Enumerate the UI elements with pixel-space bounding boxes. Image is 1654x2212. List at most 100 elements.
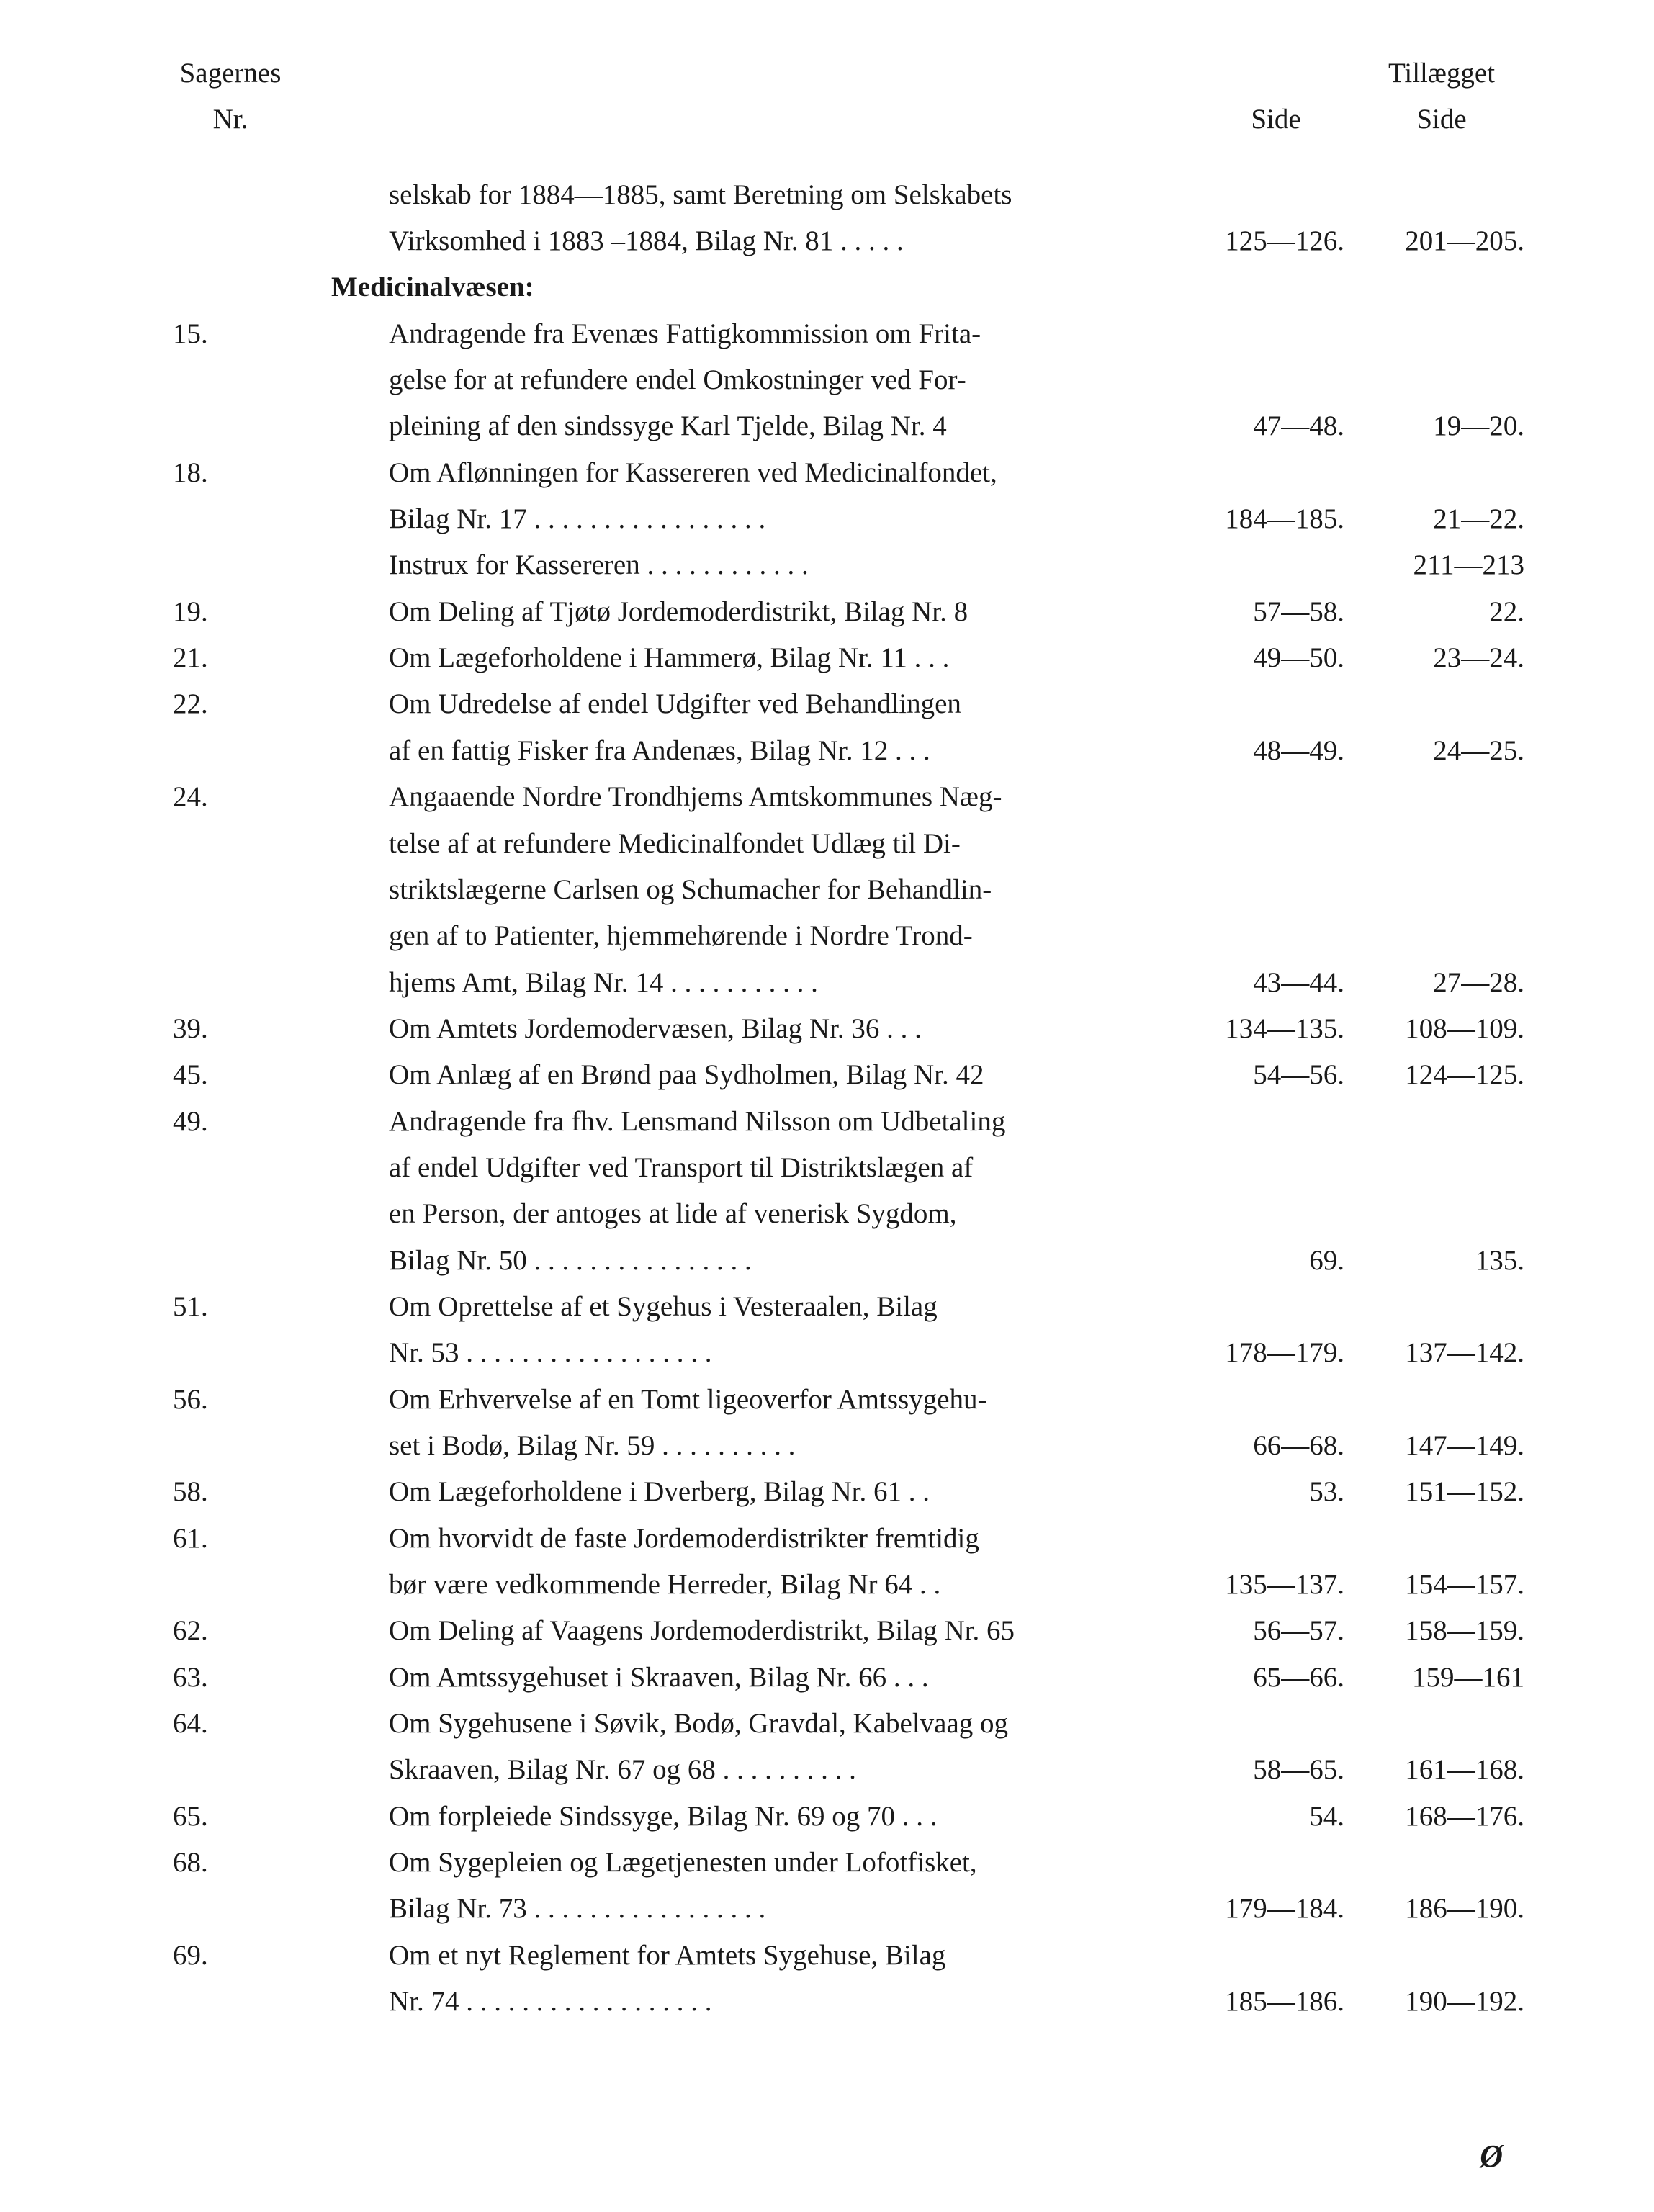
entry-description: Om forpleiede Sindssyge, Bilag Nr. 69 og… — [331, 1794, 1193, 1840]
entry-side — [1193, 357, 1359, 403]
entry-side — [1193, 1840, 1359, 1886]
entry-side: 184—185. — [1193, 496, 1359, 542]
entry-text: hjems Amt, Bilag Nr. 14 — [389, 967, 663, 998]
leader-dots: . . . . . . . . . . . — [663, 967, 818, 998]
entry-description: set i Bodø, Bilag Nr. 59 . . . . . . . .… — [331, 1423, 1193, 1469]
entry-side — [1193, 542, 1359, 588]
entry-text: Om Lægeforholdene i Hammerø, Bilag Nr. 1… — [389, 642, 907, 673]
entry-number — [130, 357, 331, 403]
entry-number — [130, 1330, 331, 1376]
entry-row: Skraaven, Bilag Nr. 67 og 68 . . . . . .… — [130, 1747, 1524, 1793]
entry-number: 65. — [130, 1794, 331, 1840]
entry-side — [1193, 867, 1359, 913]
entry-text: telse af at refundere Medicinalfondet Ud… — [389, 828, 961, 859]
entry-side: 54. — [1193, 1794, 1359, 1840]
entry-side: 179—184. — [1193, 1886, 1359, 1932]
entry-text: gelse for at refundere endel Omkostninge… — [389, 364, 966, 395]
leader-dots: . . . . . — [833, 225, 904, 256]
entry-number — [130, 913, 331, 959]
entry-text: Om Deling af Tjøtø Jordemoderdistrikt, B… — [389, 596, 968, 627]
entry-side — [1193, 450, 1359, 496]
entry-number — [130, 1562, 331, 1608]
entry-tillaeg — [1359, 357, 1524, 403]
entry-tillaeg — [1359, 1099, 1524, 1145]
entry-tillaeg — [1359, 1840, 1524, 1886]
leader-dots: . . . . . . . . . . . . . . . . — [541, 1893, 765, 1924]
entry-tillaeg — [1359, 774, 1524, 820]
entry-number — [130, 264, 331, 310]
entry-row: Instrux for Kassereren . . . . . . . . .… — [130, 542, 1524, 588]
leader-dots: . . . . . . . . . . . . . . . — [541, 1245, 752, 1276]
entry-text: af en fattig Fisker fra Andenæs, Bilag N… — [389, 735, 888, 766]
entry-tillaeg: 19—20. — [1359, 403, 1524, 449]
entry-tillaeg — [1359, 867, 1524, 913]
entry-side: 56—57. — [1193, 1608, 1359, 1654]
entry-row: 56.Om Erhvervelse af en Tomt ligeoverfor… — [130, 1377, 1524, 1423]
entry-side: 135—137. — [1193, 1562, 1359, 1608]
entry-text: Om Oprettelse af et Sygehus i Vesteraale… — [389, 1291, 938, 1322]
leader-dots: . . . — [879, 1013, 922, 1044]
entry-description: Om Anlæg af en Brønd paa Sydholmen, Bila… — [331, 1052, 1193, 1098]
entry-row: 22.Om Udredelse af endel Udgifter ved Be… — [130, 681, 1524, 727]
entry-tillaeg: 147—149. — [1359, 1423, 1524, 1469]
header-left-2: Nr. — [213, 104, 248, 135]
entry-description: Om hvorvidt de faste Jordemoderdistrikte… — [331, 1516, 1193, 1562]
entry-number — [130, 1423, 331, 1469]
entry-side: 125—126. — [1193, 218, 1359, 264]
entry-text: Om forpleiede Sindssyge, Bilag Nr. 69 og… — [389, 1801, 895, 1832]
entry-description: Andragende fra Evenæs Fattigkommission o… — [331, 311, 1193, 357]
entry-row: af endel Udgifter ved Transport til Dist… — [130, 1145, 1524, 1191]
entries-list: selskab for 1884—1885, samt Beretning om… — [130, 172, 1524, 2026]
entry-number: 19. — [130, 589, 331, 635]
entry-tillaeg: 154—157. — [1359, 1562, 1524, 1608]
entry-side — [1193, 1099, 1359, 1145]
entry-number — [130, 496, 331, 542]
entry-row: 62.Om Deling af Vaagens Jordemoderdistri… — [130, 1608, 1524, 1654]
entry-row: selskab for 1884—1885, samt Beretning om… — [130, 172, 1524, 218]
entry-tillaeg: 158—159. — [1359, 1608, 1524, 1654]
entry-description: Bilag Nr. 73 . . . . . . . . . . . . . .… — [331, 1886, 1193, 1932]
entry-side: 134—135. — [1193, 1006, 1359, 1052]
entry-tillaeg: 159—161 — [1359, 1655, 1524, 1701]
column-headers: Sagernes Nr. Side Tillægget Side — [130, 50, 1524, 143]
entry-number: 61. — [130, 1516, 331, 1562]
entry-description: hjems Amt, Bilag Nr. 14 . . . . . . . . … — [331, 960, 1193, 1006]
entry-tillaeg — [1359, 450, 1524, 496]
leader-dots: . . . . . . . . . — [729, 1754, 856, 1785]
entry-side — [1193, 774, 1359, 820]
entry-text: Om Amtets Jordemodervæsen, Bilag Nr. 36 — [389, 1013, 879, 1044]
entry-text: striktslægerne Carlsen og Schumacher for… — [389, 874, 992, 905]
entry-number: 15. — [130, 311, 331, 357]
entry-row: set i Bodø, Bilag Nr. 59 . . . . . . . .… — [130, 1423, 1524, 1469]
entry-tillaeg: 24—25. — [1359, 728, 1524, 774]
header-left-1: Sagernes — [180, 58, 282, 89]
entry-row: Bilag Nr. 73 . . . . . . . . . . . . . .… — [130, 1886, 1524, 1932]
entry-row: 18.Om Aflønningen for Kassereren ved Med… — [130, 450, 1524, 496]
leader-dots: . . . — [886, 1662, 929, 1693]
section-heading: Medicinalvæsen: — [331, 264, 1193, 310]
entry-description: Om Sygepleien og Lægetjenesten under Lof… — [331, 1840, 1193, 1886]
entry-description: gelse for at refundere endel Omkostninge… — [331, 357, 1193, 403]
header-spacer — [331, 50, 1193, 143]
entry-number: 68. — [130, 1840, 331, 1886]
entry-description: Virksomhed i 1883 –1884, Bilag Nr. 81 . … — [331, 218, 1193, 264]
entry-tillaeg: 27—28. — [1359, 960, 1524, 1006]
entry-tillaeg — [1359, 913, 1524, 959]
entry-number — [130, 542, 331, 588]
entry-description: Om Aflønningen for Kassereren ved Medici… — [331, 450, 1193, 496]
entry-side: 57—58. — [1193, 589, 1359, 635]
entry-side: 185—186. — [1193, 1979, 1359, 2025]
entry-text: bør være vedkommende Herreder, Bilag Nr … — [389, 1569, 912, 1600]
entry-text: Om Aflønningen for Kassereren ved Medici… — [389, 457, 997, 488]
entry-number — [130, 821, 331, 867]
entry-tillaeg — [1359, 1933, 1524, 1979]
entry-number — [130, 728, 331, 774]
entry-tillaeg: 190—192. — [1359, 1979, 1524, 2025]
entry-description: af en fattig Fisker fra Andenæs, Bilag N… — [331, 728, 1193, 774]
leader-dots: . . — [912, 1569, 940, 1600]
entry-description: Om Lægeforholdene i Dverberg, Bilag Nr. … — [331, 1469, 1193, 1515]
entry-tillaeg: 108—109. — [1359, 1006, 1524, 1052]
entry-number — [130, 1747, 331, 1793]
entry-description: striktslægerne Carlsen og Schumacher for… — [331, 867, 1193, 913]
entry-text: Om Sygepleien og Lægetjenesten under Lof… — [389, 1847, 977, 1878]
